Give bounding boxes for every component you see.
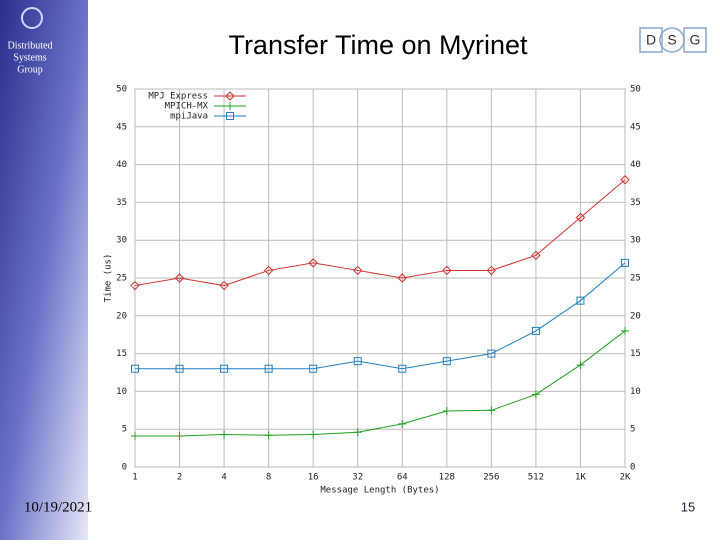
- marker: [131, 432, 139, 441]
- y-tick-label: 15: [116, 349, 127, 359]
- y-tick-label: 25: [116, 274, 127, 284]
- group-label: Distributed: [8, 40, 53, 51]
- x-axis-label: Message Length (Bytes): [320, 486, 439, 496]
- group-label: Systems: [13, 52, 46, 63]
- x-tick-label: 512: [528, 473, 544, 483]
- marker: [531, 326, 540, 335]
- marker: [309, 430, 318, 439]
- y2-tick-label: 0: [630, 463, 635, 473]
- x-tick-label: 128: [439, 473, 455, 483]
- marker: [487, 406, 496, 415]
- marker: [226, 102, 234, 110]
- series-line: [134, 179, 626, 287]
- logo-letter: G: [690, 32, 701, 48]
- dsg-logo: [639, 27, 707, 53]
- slide-date: 10/19/2021: [24, 499, 92, 515]
- marker: [398, 364, 407, 373]
- slide-number: 15: [681, 499, 695, 514]
- marker: [487, 349, 496, 358]
- y-tick-label: 0: [122, 463, 127, 473]
- y-tick-label: 30: [116, 236, 127, 246]
- x-tick-label: 64: [397, 473, 408, 483]
- y2-tick-label: 5: [630, 425, 635, 435]
- y2-tick-label: 50: [630, 85, 641, 95]
- marker: [353, 265, 363, 276]
- x-tick-label: 1K: [575, 473, 586, 483]
- y-tick-label: 5: [122, 425, 127, 435]
- y-tick-label: 10: [116, 387, 127, 397]
- marker: [353, 357, 362, 366]
- x-tick-label: 2: [177, 473, 182, 483]
- marker: [219, 280, 229, 291]
- marker: [174, 273, 185, 283]
- x-tick-label: 2K: [620, 473, 631, 483]
- marker: [225, 91, 235, 101]
- y-tick-label: 20: [116, 311, 127, 321]
- y2-tick-label: 45: [630, 122, 641, 132]
- x-tick-label: 16: [308, 473, 319, 483]
- y2-tick-label: 40: [630, 160, 641, 170]
- marker: [397, 273, 407, 283]
- x-tick-label: 32: [352, 473, 363, 483]
- y2-tick-label: 15: [630, 349, 641, 359]
- x-tick-label: 256: [483, 473, 499, 483]
- marker: [226, 112, 234, 120]
- group-label: Group: [17, 64, 43, 75]
- sidebar: [0, 0, 88, 540]
- marker: [131, 364, 139, 373]
- sidebar-logo: [21, 7, 43, 29]
- x-tick-label: 1: [132, 473, 137, 483]
- series-line: [135, 330, 626, 437]
- y-tick-label: 45: [116, 122, 127, 132]
- y2-tick-label: 20: [630, 311, 641, 321]
- marker: [621, 326, 629, 335]
- y-tick-label: 40: [116, 160, 127, 170]
- marker: [576, 360, 585, 369]
- legend-label: MPJ Express: [148, 92, 208, 102]
- marker: [621, 258, 629, 267]
- logo-letter: S: [667, 32, 676, 48]
- marker: [264, 364, 273, 373]
- marker: [620, 175, 630, 185]
- marker: [575, 212, 586, 223]
- y-axis-label: Time (us): [104, 254, 114, 303]
- y2-tick-label: 30: [630, 236, 641, 246]
- series-line: [135, 262, 626, 370]
- marker: [353, 428, 362, 437]
- marker: [263, 265, 274, 276]
- y2-tick-label: 10: [630, 387, 641, 397]
- logo-letter: D: [646, 32, 656, 48]
- x-tick-label: 8: [266, 473, 271, 483]
- marker: [220, 364, 229, 373]
- marker: [309, 364, 318, 373]
- marker: [398, 419, 407, 428]
- x-tick-label: 4: [221, 473, 226, 483]
- legend-label: mpiJava: [170, 112, 208, 122]
- y-tick-label: 35: [116, 198, 127, 208]
- marker: [130, 280, 140, 291]
- marker: [308, 258, 318, 268]
- marker: [531, 390, 540, 399]
- chart-title: Transfer Time on Myrinet: [228, 30, 528, 60]
- marker: [531, 250, 541, 261]
- marker: [442, 357, 451, 366]
- marker: [442, 265, 452, 276]
- marker: [576, 296, 585, 305]
- y-tick-label: 50: [116, 85, 127, 95]
- marker: [175, 364, 184, 373]
- legend-label: MPICH-MX: [165, 102, 209, 112]
- marker: [442, 407, 451, 416]
- marker: [486, 265, 497, 276]
- marker: [220, 430, 229, 439]
- marker: [175, 432, 184, 441]
- y2-tick-label: 25: [630, 274, 641, 284]
- marker: [264, 431, 273, 440]
- y2-tick-label: 35: [630, 198, 641, 208]
